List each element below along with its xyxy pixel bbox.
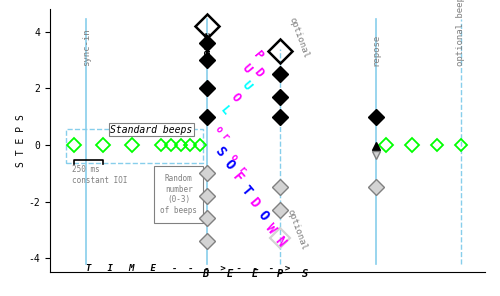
Text: U: U	[240, 78, 254, 92]
Text: Random
number
(0-3)
of beeps: Random number (0-3) of beeps	[160, 174, 197, 215]
Text: S: S	[212, 144, 228, 160]
Bar	[154, 166, 204, 223]
Text: optional: optional	[288, 15, 310, 59]
Text: N: N	[272, 234, 287, 249]
Text: repose: repose	[372, 33, 381, 65]
Text: Standard beeps: Standard beeps	[110, 125, 192, 135]
Text: sync-in: sync-in	[82, 28, 91, 65]
Text: L: L	[218, 104, 232, 118]
Text: o: o	[228, 152, 239, 163]
Text: r: r	[220, 132, 231, 143]
Text: U: U	[240, 61, 254, 75]
Text: T   I   M   E   -  -  -  >  -  -  -  >: T I M E - - - > - - - >	[86, 264, 290, 273]
Text: O: O	[228, 91, 244, 105]
Text: O: O	[254, 208, 270, 223]
Text: optional: optional	[285, 208, 308, 252]
Text: B   E   E   P   S: B E E P S	[202, 269, 308, 279]
Text: change: change	[202, 30, 212, 65]
Text: o: o	[214, 124, 225, 135]
Text: r: r	[236, 165, 248, 176]
Text: W: W	[263, 221, 279, 236]
Text: 250 ms
constant IOI: 250 ms constant IOI	[72, 165, 127, 185]
Text: D: D	[246, 195, 262, 211]
Text: F: F	[229, 170, 246, 185]
Bar	[66, 129, 203, 163]
Text: T: T	[238, 182, 254, 198]
Y-axis label: S T E P S: S T E P S	[16, 114, 26, 167]
Text: optional beep: optional beep	[456, 0, 466, 65]
Text: P: P	[250, 49, 265, 63]
Text: O: O	[221, 157, 237, 172]
Text: D: D	[250, 66, 265, 80]
